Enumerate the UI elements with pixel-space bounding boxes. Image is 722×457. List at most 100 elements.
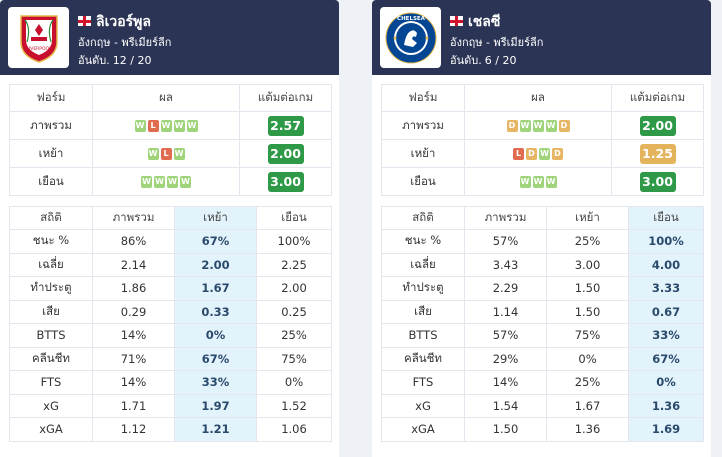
stats-value: 1.50 [546,276,629,301]
stats-value: 29% [464,346,547,371]
team-header: CHELSEA เชลซี อังกฤษ - พรีเมียร์ลีก อันด… [372,0,711,75]
stats-row: xG 1.71 1.97 1.52 [9,393,332,418]
stats-header-row: สถิติ ภาพรวม เหย้า เยือน [381,206,704,230]
stats-row: BTTS 57% 75% 33% [381,323,704,348]
stats-header-cell[interactable]: ภาพรวม [92,206,175,230]
stats-value: 67% [628,346,704,371]
result-pill[interactable]: W [532,119,544,132]
rank-value: 12 / 20 [112,54,152,67]
result-pill[interactable]: W [173,147,185,160]
stats-row-label: xG [9,393,93,418]
team-league[interactable]: อังกฤษ - พรีเมียร์ลีก [78,36,172,49]
stats-value: 2.00 [174,252,257,277]
stats-value: 4.00 [628,252,704,277]
stats-value: 1.97 [174,393,257,418]
stats-row-label: ทำประตู [381,276,465,301]
stats-row-label: คลีนชีท [381,346,465,371]
stats-header-cell[interactable]: เหย้า [174,206,257,230]
stats-value: 2.00 [256,276,332,301]
result-pill[interactable]: D [558,119,570,132]
form-row: เยือน W W W 3.00 [381,167,704,196]
stats-value: 3.00 [546,252,629,277]
result-pill[interactable]: D [552,147,563,160]
stats-row-label: BTTS [9,323,93,348]
result-pill[interactable]: W [519,175,531,188]
result-pill[interactable]: L [513,147,524,160]
form-row-label: ภาพรวม [9,111,93,140]
team-header: LIVERPOOL ลิเวอร์พูล อังกฤษ - พรีเมียร์ล… [0,0,339,75]
stats-header-cell[interactable]: เยือน [628,206,704,230]
stats-row-label: ชนะ % [381,229,465,254]
england-flag-icon [78,16,91,26]
stats-value: 33% [174,370,257,395]
stats-value: 1.69 [628,417,704,442]
stats-header-cell[interactable]: เหย้า [546,206,629,230]
result-pill[interactable]: W [180,175,191,188]
ppg-badge: 2.00 [639,115,676,136]
stats-value: 1.52 [256,393,332,418]
stats-header-cell: สถิติ [381,206,465,230]
form-row-label: เหย้า [381,139,465,168]
stats-row-label: FTS [9,370,93,395]
result-pill[interactable]: D [506,119,518,132]
result-pill[interactable]: W [532,175,544,188]
result-pill[interactable]: W [519,119,531,132]
stats-value: 0.25 [256,299,332,324]
team-panel-liverpool: LIVERPOOL ลิเวอร์พูล อังกฤษ - พรีเมียร์ล… [0,0,339,457]
ppg-badge: 1.25 [639,143,676,164]
rank-label: อันดับ. [78,54,110,67]
ppg-badge: 2.57 [267,115,304,136]
stats-row-label: ทำประตู [9,276,93,301]
stats-row-label: เฉลี่ย [381,252,465,277]
result-pill[interactable]: W [545,175,557,188]
result-pill[interactable]: W [539,147,550,160]
stats-value: 1.36 [546,417,629,442]
stats-row: ชนะ % 86% 67% 100% [9,229,332,254]
result-pill[interactable]: L [147,119,159,132]
stats-value: 1.06 [256,417,332,442]
result-pill[interactable]: W [147,147,159,160]
result-pill[interactable]: D [526,147,537,160]
stats-header-cell[interactable]: เยือน [256,206,332,230]
stats-row: BTTS 14% 0% 25% [9,323,332,348]
result-pill[interactable]: W [141,175,152,188]
ppg-badge: 3.00 [639,171,676,192]
result-pill[interactable]: W [545,119,557,132]
result-pill[interactable]: W [186,119,198,132]
form-header-cell: ฟอร์ม [381,84,465,112]
stats-value: 57% [464,323,547,348]
result-pill[interactable]: W [134,119,146,132]
form-row: ภาพรวม D W W W D 2.00 [381,111,704,140]
result-pill[interactable]: W [154,175,165,188]
ppg-cell: 2.00 [611,111,704,140]
ppg-badge: 3.00 [267,171,304,192]
stats-row: เฉลี่ย 3.43 3.00 4.00 [381,252,704,277]
form-table: ฟอร์ม ผล แต้มต่อเกม ภาพรวม D W W W D 2.00 เหย้า L D W… [381,84,704,196]
team-name[interactable]: ลิเวอร์พูล [78,11,151,33]
stats-value: 100% [628,229,704,254]
stats-value: 2.25 [256,252,332,277]
result-pill[interactable]: W [167,175,178,188]
stats-row: FTS 14% 33% 0% [9,370,332,395]
form-header-cell: แต้มต่อเกม [611,84,704,112]
form-table: ฟอร์ม ผล แต้มต่อเกม ภาพรวม W L W W W 2.57 เหย้า W L W… [9,84,332,196]
chelsea-crest-icon: CHELSEA [380,7,441,68]
form-row: เหย้า W L W 2.00 [9,139,332,168]
result-pill[interactable]: L [160,147,172,160]
stats-value: 100% [256,229,332,254]
ppg-cell: 2.00 [239,139,332,168]
result-pill[interactable]: W [173,119,185,132]
team-name[interactable]: เชลซี [450,11,500,33]
stats-row: ทำประตู 1.86 1.67 2.00 [9,276,332,301]
result-pill[interactable]: W [160,119,172,132]
stats-value: 71% [92,346,175,371]
stats-value: 67% [174,346,257,371]
ppg-badge: 2.00 [267,143,304,164]
stats-header-cell[interactable]: ภาพรวม [464,206,547,230]
team-league[interactable]: อังกฤษ - พรีเมียร์ลีก [450,36,544,49]
form-row-label: เยือน [381,167,465,196]
